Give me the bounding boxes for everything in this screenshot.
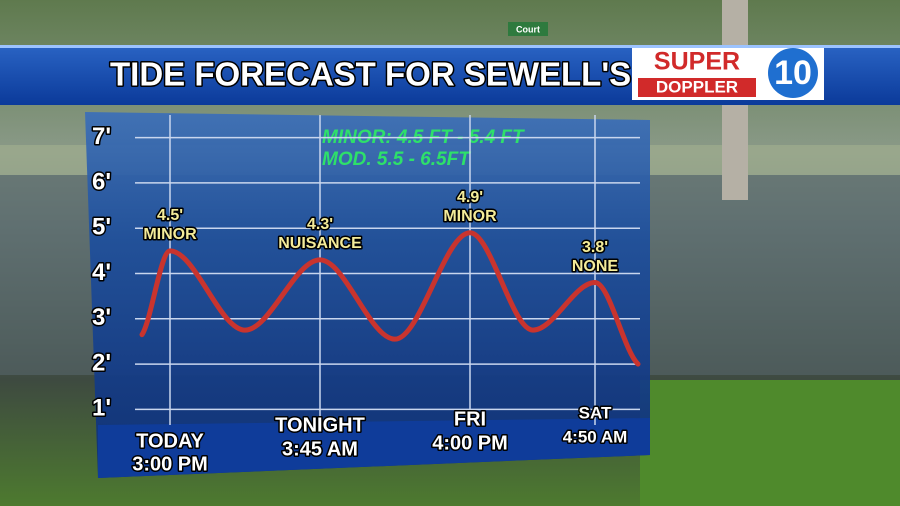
logo-bottom: DOPPLER	[656, 77, 738, 96]
logo-top: SUPER	[654, 48, 740, 76]
y-tick-label: 3'	[92, 304, 111, 331]
value-label: 4.3'	[307, 216, 333, 233]
street-sign	[508, 22, 548, 36]
level-label: MINOR	[143, 226, 197, 243]
x-tick-time: 4:50 AM	[563, 427, 628, 446]
logo-number: 10	[774, 54, 812, 92]
value-label: 3.8'	[582, 239, 608, 256]
label-bar	[98, 418, 650, 478]
annotation: MOD. 5.5 - 6.5FT	[322, 149, 471, 170]
y-tick-label: 6'	[92, 168, 111, 195]
y-tick-label: 2'	[92, 349, 111, 376]
chart-panel	[85, 112, 650, 478]
x-tick-label: SAT	[579, 403, 612, 422]
logo-circle	[768, 48, 818, 98]
tide-line	[139, 230, 641, 367]
lawn	[640, 380, 900, 506]
y-tick-label: 7'	[92, 123, 111, 150]
y-tick-label: 5'	[92, 214, 111, 241]
x-tick-time: 4:00 PM	[432, 432, 508, 454]
x-tick-label: FRI	[454, 408, 486, 430]
x-tick-time: 3:45 AM	[282, 438, 358, 460]
logo-band	[638, 78, 756, 97]
y-tick-label: 1'	[92, 395, 111, 422]
x-tick-label: TODAY	[136, 430, 204, 452]
title: TIDE FORECAST FOR SEWELL'S PT.	[110, 56, 688, 93]
level-label: MINOR	[443, 208, 497, 225]
y-tick-label: 4'	[92, 259, 111, 286]
street-sign-text: Court	[516, 24, 540, 34]
level-label: NUISANCE	[278, 235, 362, 252]
level-label: NONE	[572, 258, 619, 275]
x-tick-time: 3:00 PM	[132, 453, 208, 475]
value-label: 4.9'	[457, 189, 483, 206]
title-bar-edge	[0, 45, 900, 48]
x-tick-label: TONIGHT	[275, 414, 365, 436]
value-label: 4.5'	[157, 207, 183, 224]
